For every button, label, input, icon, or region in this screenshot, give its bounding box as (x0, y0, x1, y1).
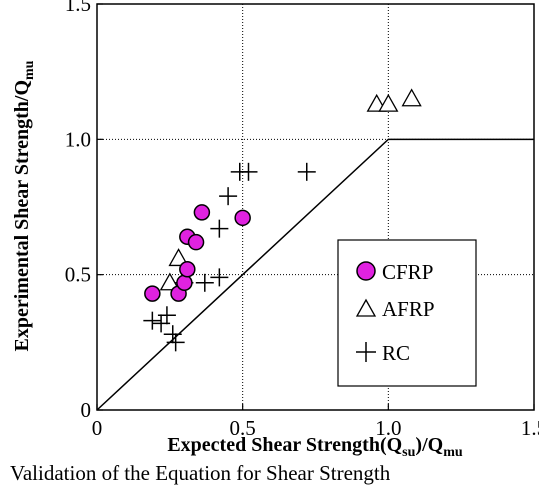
point-rc (297, 162, 316, 181)
reference-line-layer (96, 138, 534, 411)
y-axis-title-sub: mu (22, 60, 37, 80)
point-cfrp (179, 261, 196, 278)
point-afrp (401, 88, 422, 107)
y-tick-label: 1.0 (65, 127, 91, 151)
axis-ticks: 0 0.5 1.0 1.5 0 0.5 1.0 1.5 (65, 0, 539, 440)
point-rc (195, 273, 214, 292)
point-afrp (168, 248, 189, 267)
data-points (143, 88, 422, 352)
y-tick-label: 0.5 (65, 263, 91, 287)
legend-marker-afrp (355, 298, 377, 317)
point-rc (166, 333, 185, 352)
legend-label-rc: RC (382, 341, 410, 365)
point-cfrp (234, 209, 251, 227)
point-afrp (378, 93, 399, 112)
point-cfrp (176, 274, 193, 292)
point-rc (210, 268, 229, 287)
x-axis-title-main: Expected Shear Strength(Q (167, 434, 402, 456)
point-rc (157, 306, 176, 325)
x-tick-label: 0 (92, 416, 103, 440)
point-rc (219, 187, 238, 206)
point-rc (143, 311, 162, 330)
figure-caption: Validation of the Equation for Shear Str… (10, 461, 391, 485)
x-axis-title-sub2: mu (443, 445, 463, 460)
y-tick-label: 1.5 (65, 0, 91, 16)
y-tick-label: 0 (81, 398, 92, 422)
reference-line (96, 138, 534, 411)
x-tick-label: 0.5 (230, 416, 256, 440)
legend: CFRP AFRP RC (337, 239, 477, 387)
point-cfrp (193, 204, 211, 221)
point-afrp (159, 272, 180, 291)
point-cfrp (144, 285, 161, 302)
plot-frame (96, 3, 535, 411)
x-tick-label: 1.0 (375, 416, 401, 440)
x-axis-title-sub1: su (402, 445, 415, 460)
x-axis-title-mid: )/Q (415, 434, 443, 456)
legend-label-afrp: AFRP (382, 297, 435, 321)
y-axis-title: Experimental Shear Strength/Qmu (11, 60, 37, 351)
point-rc (163, 325, 182, 344)
x-tick-label: 1.5 (521, 416, 539, 440)
x-axis-title: Expected Shear Strength(Qsu)/Qmu (167, 434, 463, 460)
legend-label-cfrp: CFRP (382, 260, 433, 284)
legend-marker-cfrp (356, 261, 376, 281)
y-axis-title-main: Experimental Shear Strength/Q (11, 80, 33, 351)
point-rc (210, 219, 229, 238)
point-cfrp (187, 233, 205, 251)
legend-marker-rc (356, 342, 376, 362)
point-rc (239, 162, 258, 181)
